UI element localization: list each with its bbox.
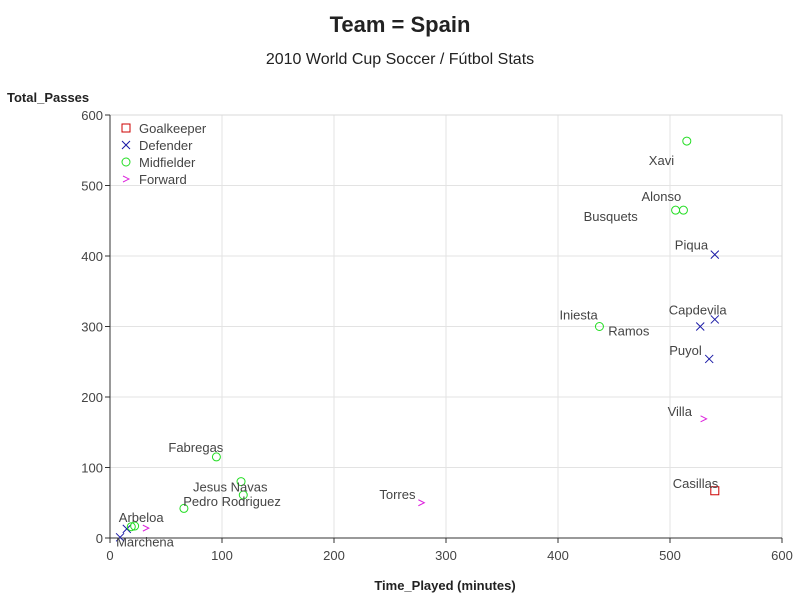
x-tick-label: 200 <box>323 548 345 563</box>
legend-item: Midfielder <box>121 155 196 170</box>
point-labels-layer: Casillas Piqua Capdevila Ramos Puyol Arbeloa M… <box>116 153 727 549</box>
y-tick-label: 0 <box>96 531 103 546</box>
x-tick-label: 500 <box>659 548 681 563</box>
midfielder-point <box>179 503 189 513</box>
y-tick-label: 400 <box>81 249 103 264</box>
x-axis-title: Time_Played (minutes) <box>374 578 515 593</box>
point-label: Capdevila <box>669 302 728 317</box>
forward-point <box>700 415 708 423</box>
legend: Goalkeeper Defender Midfielder Forward <box>121 121 207 187</box>
legend-label: Forward <box>139 172 187 187</box>
legend-marker <box>121 123 131 133</box>
goalkeeper-point <box>710 486 720 496</box>
legend-marker <box>121 157 131 167</box>
legend-item: Defender <box>121 138 193 153</box>
midfielder-point <box>236 477 246 487</box>
legend-marker <box>121 140 131 150</box>
grid-layer <box>109 114 783 539</box>
legend-label: Midfielder <box>139 155 196 170</box>
point-label: Busquets <box>584 209 639 224</box>
defender-point <box>710 315 720 324</box>
point-label: Fabregas <box>168 440 223 455</box>
point-label: Marchena <box>116 534 175 549</box>
point-label: Puyol <box>669 343 702 358</box>
midfielder-point <box>238 490 248 500</box>
points-layer <box>115 136 720 542</box>
point-label: Alonso <box>641 189 681 204</box>
x-tick-label: 400 <box>547 548 569 563</box>
defender-point <box>122 524 132 534</box>
defender-point <box>710 250 720 259</box>
legend-label: Goalkeeper <box>139 121 207 136</box>
y-tick-label: 600 <box>81 108 103 123</box>
x-tick-label: 300 <box>435 548 457 563</box>
y-tick-label: 200 <box>81 390 103 405</box>
legend-item: Forward <box>122 172 187 187</box>
point-label: Ramos <box>608 324 650 339</box>
defender-point <box>695 322 705 331</box>
x-tick-label: 100 <box>211 548 233 563</box>
y-tick-label: 300 <box>81 320 103 335</box>
legend-marker <box>122 175 131 183</box>
chart-subtitle: 2010 World Cup Soccer / Fútbol Stats <box>266 51 534 68</box>
midfielder-point <box>682 136 692 146</box>
legend-item: Goalkeeper <box>121 121 207 136</box>
point-label: Villa <box>668 404 693 419</box>
defender-point <box>115 532 125 542</box>
y-tick-label: 100 <box>81 461 103 476</box>
point-label: Jesus Navas <box>193 480 268 495</box>
y-tick-label: 500 <box>81 179 103 194</box>
tick-layer: 0 100 200 300 400 500 600 0 100 200 300 400 500 600 <box>81 108 793 563</box>
midfielder-point <box>211 452 221 462</box>
point-label: Casillas <box>673 476 719 491</box>
forward-point <box>418 499 426 507</box>
point-label: Iniesta <box>559 308 598 323</box>
point-label: Pedro Rodriguez <box>183 494 281 509</box>
midfielder-point <box>678 205 688 215</box>
defender-point <box>704 354 714 364</box>
point-label: Piqua <box>675 238 709 253</box>
midfielder-point <box>130 521 140 531</box>
legend-label: Defender <box>139 138 193 153</box>
point-label: Torres <box>379 487 416 502</box>
midfielder-point <box>126 522 136 532</box>
x-tick-label: 0 <box>106 548 113 563</box>
midfielder-point <box>594 322 604 331</box>
midfielder-point <box>671 205 681 215</box>
chart-title: Team = Spain <box>330 12 471 37</box>
forward-point <box>142 524 150 532</box>
y-axis-title: Total_Passes <box>7 90 89 105</box>
x-tick-label: 600 <box>771 548 793 563</box>
point-label: Xavi <box>649 153 674 168</box>
point-label: Arbeloa <box>119 510 165 525</box>
